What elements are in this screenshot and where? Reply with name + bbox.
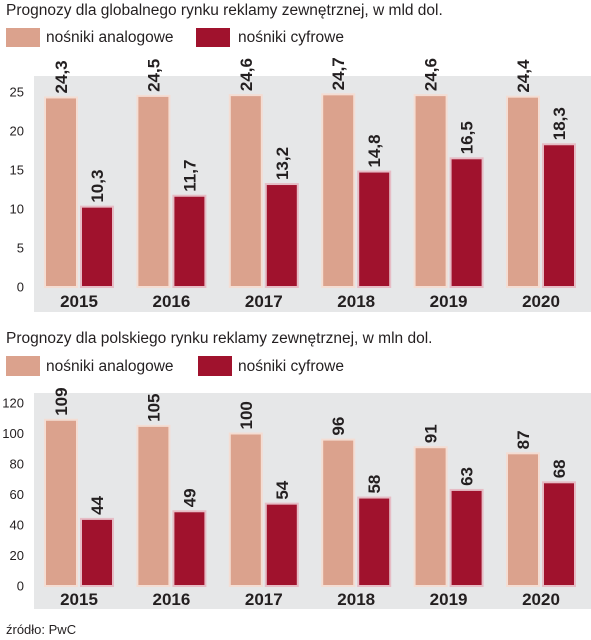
y-tick-label: 120: [2, 396, 24, 411]
x-tick-label-2016: 2016: [152, 292, 190, 311]
bar-digital-2016: [172, 194, 207, 289]
y-tick-label: 0: [17, 280, 24, 295]
global-market-chart: Prognozy dla globalnego rynku reklamy ze…: [6, 2, 591, 312]
bar-digital-2019: [449, 157, 484, 288]
bar-analog-2017: [228, 94, 263, 289]
y-tick-label: 80: [10, 457, 24, 472]
data-label-analog-2019: 91: [422, 424, 441, 443]
x-tick-label-2018: 2018: [337, 590, 375, 609]
legend-swatch-analog: [6, 28, 40, 47]
y-tick-label: 20: [10, 124, 24, 139]
legend-label-digital: nośniki cyfrowe: [238, 29, 344, 46]
bar-analog-2016: [136, 424, 171, 587]
y-tick-label: 25: [10, 85, 24, 100]
legend-swatch-analog: [6, 356, 40, 376]
data-label-analog-2016: 105: [144, 394, 163, 422]
bar-digital-2020: [542, 143, 576, 288]
x-tick-label-2020: 2020: [522, 590, 560, 609]
bar-digital-2015: [80, 517, 114, 587]
bar-digital-2015: [80, 205, 114, 288]
data-label-digital-2020: 18,3: [550, 107, 569, 140]
legend-label-analog: nośniki analogowe: [46, 358, 174, 375]
x-tick-label-2019: 2019: [430, 590, 468, 609]
bar-digital-2018: [357, 170, 392, 288]
bar-digital-2017: [264, 502, 299, 587]
x-tick-label-2015: 2015: [60, 292, 98, 311]
plot-panel: [34, 393, 591, 609]
data-label-digital-2016: 11,7: [180, 160, 199, 192]
bar-digital-2016: [172, 510, 207, 587]
data-label-analog-2016: 24,5: [144, 59, 163, 92]
data-label-analog-2017: 100: [237, 401, 256, 429]
y-tick-label: 60: [10, 487, 24, 502]
bar-analog-2018: [321, 93, 356, 288]
bar-digital-2017: [264, 183, 299, 288]
x-tick-label-2017: 2017: [245, 590, 283, 609]
y-tick-label: 0: [17, 579, 24, 594]
data-label-analog-2015: 109: [52, 387, 71, 415]
plot-panel: [34, 76, 591, 312]
bar-analog-2020: [506, 452, 540, 587]
x-tick-label-2019: 2019: [430, 292, 468, 311]
x-tick-label-2018: 2018: [337, 292, 375, 311]
y-tick-label: 100: [2, 426, 24, 441]
x-tick-label-2016: 2016: [152, 590, 190, 609]
data-label-analog-2017: 24,6: [237, 58, 256, 91]
data-label-digital-2015: 10,3: [88, 170, 107, 203]
data-label-analog-2019: 24,6: [422, 58, 441, 91]
bar-analog-2017: [228, 432, 263, 587]
bar-analog-2019: [413, 94, 448, 289]
data-label-analog-2020: 87: [514, 430, 533, 449]
bar-analog-2020: [506, 95, 540, 289]
y-tick-label: 10: [10, 202, 24, 217]
bar-digital-2020: [542, 481, 576, 587]
y-tick-label: 40: [10, 518, 24, 533]
data-label-digital-2018: 14,8: [365, 134, 384, 167]
legend-swatch-digital: [196, 28, 230, 47]
source-note: źródło: PwC: [6, 622, 77, 637]
x-tick-label-2020: 2020: [522, 292, 560, 311]
x-tick-label-2015: 2015: [60, 590, 98, 609]
y-tick-label: 5: [17, 241, 24, 256]
data-label-digital-2016: 49: [180, 488, 199, 507]
legend-label-digital: nośniki cyfrowe: [238, 358, 344, 375]
bar-analog-2019: [413, 446, 448, 587]
bar-analog-2016: [136, 94, 171, 289]
bar-analog-2015: [44, 418, 78, 588]
data-label-digital-2018: 58: [365, 475, 384, 494]
polish-market-chart: Prognozy dla polskiego rynku reklamy zew…: [2, 330, 591, 609]
data-label-digital-2017: 13,2: [273, 147, 292, 180]
data-label-analog-2018: 96: [329, 417, 348, 436]
data-label-analog-2018: 24,7: [329, 57, 348, 90]
legend-swatch-digital: [198, 356, 232, 376]
bar-digital-2019: [449, 488, 484, 587]
data-label-analog-2020: 24,4: [514, 59, 533, 93]
data-label-digital-2015: 44: [88, 495, 107, 514]
data-label-analog-2015: 24,3: [52, 60, 71, 93]
y-tick-label: 15: [10, 163, 24, 178]
bar-analog-2018: [321, 438, 356, 587]
chart-title: Prognozy dla polskiego rynku reklamy zew…: [6, 330, 432, 347]
x-tick-label-2017: 2017: [245, 292, 283, 311]
y-tick-label: 20: [10, 548, 24, 563]
data-label-digital-2019: 16,5: [458, 121, 477, 154]
data-label-digital-2020: 68: [550, 459, 569, 478]
legend-label-analog: nośniki analogowe: [46, 29, 174, 46]
data-label-digital-2017: 54: [273, 480, 292, 499]
bar-analog-2015: [44, 96, 78, 288]
data-label-digital-2019: 63: [458, 467, 477, 486]
chart-title: Prognozy dla globalnego rynku reklamy ze…: [6, 2, 443, 19]
bar-digital-2018: [357, 496, 392, 587]
